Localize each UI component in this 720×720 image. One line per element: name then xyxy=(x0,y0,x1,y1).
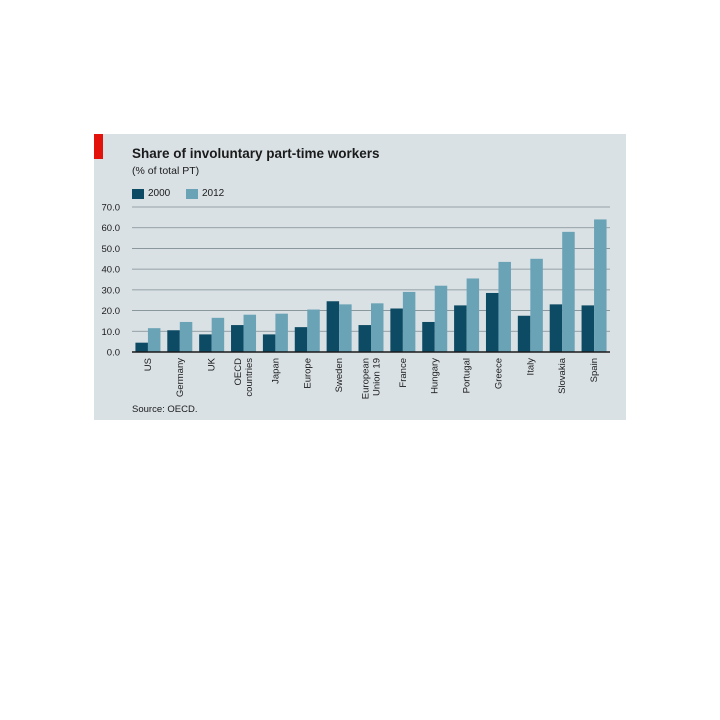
bar-2012 xyxy=(339,304,352,352)
bar-2012 xyxy=(402,291,416,352)
y-tick-label: 60.0 xyxy=(102,223,121,234)
bar-2000 xyxy=(358,325,371,352)
brand-red-tab xyxy=(94,134,103,159)
legend-label-2012: 2012 xyxy=(202,188,225,199)
x-category-label: Spain xyxy=(589,358,600,382)
legend-item-2000: 2000 xyxy=(132,188,170,199)
bar-2000 xyxy=(422,321,435,352)
bar-2012 xyxy=(530,258,543,352)
x-category-label: European xyxy=(361,358,372,399)
y-tick-label: 0.0 xyxy=(107,348,120,359)
bar-2012 xyxy=(179,321,193,352)
bar-2000 xyxy=(485,292,499,352)
x-category-label: France xyxy=(398,358,409,388)
x-category-label: Greece xyxy=(493,358,504,389)
y-tick-label: 30.0 xyxy=(102,285,121,296)
bar-2000 xyxy=(199,334,212,352)
x-category-label: Germany xyxy=(175,358,186,397)
x-category-label: US xyxy=(143,358,154,371)
bar-2000 xyxy=(231,325,244,352)
bar-2000 xyxy=(262,334,276,352)
bar-2012 xyxy=(307,309,320,352)
y-tick-label: 40.0 xyxy=(102,265,121,276)
bar-2012 xyxy=(243,314,257,352)
y-tick-label: 50.0 xyxy=(102,244,121,255)
x-category-label: Italy xyxy=(525,358,536,376)
legend-swatch-2000 xyxy=(132,188,144,199)
bar-chart: 0.0 10.0 20.0 30.0 40.0 50.0 60.0 70.0 US Germany… xyxy=(102,203,610,399)
x-category-label: Union 19 xyxy=(372,358,383,396)
y-tick-label: 70.0 xyxy=(102,203,121,214)
y-tick-label: 20.0 xyxy=(102,306,121,317)
chart-subtitle: (% of total PT) xyxy=(132,165,200,177)
source-note: Source: OECD. xyxy=(132,404,198,415)
legend-label-2000: 2000 xyxy=(148,188,171,199)
bar-2000 xyxy=(294,327,308,352)
bar-2012 xyxy=(562,231,575,352)
bar-2000 xyxy=(581,305,595,352)
x-category-label: Europe xyxy=(302,358,313,389)
y-tick-label: 10.0 xyxy=(102,327,121,338)
bar-2000 xyxy=(517,315,531,352)
bar-2012 xyxy=(371,303,384,352)
x-category-label: Portugal xyxy=(462,358,473,393)
x-category-label: Slovakia xyxy=(557,357,568,394)
bar-2012 xyxy=(147,328,161,352)
bar-2000 xyxy=(549,304,563,352)
bar-2012 xyxy=(275,313,288,352)
x-category-label: Hungary xyxy=(430,358,441,394)
bar-2000 xyxy=(167,330,180,352)
x-category-label: Japan xyxy=(270,358,281,384)
bar-2012 xyxy=(466,278,480,352)
bar-2000 xyxy=(326,301,340,352)
bar-2012 xyxy=(211,317,225,352)
x-category-label: Sweden xyxy=(334,358,345,392)
legend-swatch-2012 xyxy=(186,188,198,199)
bar-2000 xyxy=(390,308,403,352)
x-category-label: countries xyxy=(244,358,255,397)
x-category-label: UK xyxy=(207,357,218,371)
bar-2000 xyxy=(135,342,148,352)
legend-item-2012: 2012 xyxy=(186,188,224,199)
bar-2012 xyxy=(434,285,448,352)
bar-2012 xyxy=(498,261,511,352)
chart-title: Share of involuntary part-time workers xyxy=(132,146,380,161)
bar-2012 xyxy=(594,219,607,352)
x-category-label: OECD xyxy=(233,358,244,386)
bar-2000 xyxy=(454,305,467,352)
